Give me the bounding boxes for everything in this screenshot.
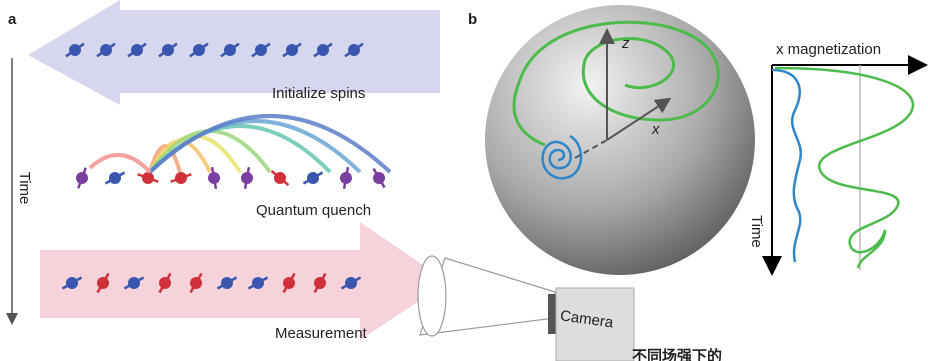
spin [274,172,286,184]
panel-label: b [468,11,477,28]
blue-curve [772,70,801,262]
spin [190,277,202,289]
step-label: Quantum quench [256,202,371,219]
axis-label: z [621,35,630,52]
camera-front [548,294,556,334]
spin [283,277,295,289]
axis-label: x [651,121,660,138]
panel-label: a [8,11,17,28]
step-label: Measurement [275,325,368,342]
spin [221,277,233,289]
spin [286,44,298,56]
spin [66,277,78,289]
spin [162,44,174,56]
spin [69,44,81,56]
spin [142,172,154,184]
spin [175,172,187,184]
spin [76,172,88,184]
time-label: Time [16,172,33,205]
arc [150,131,270,172]
spin [224,44,236,56]
spin [97,277,109,289]
spin [345,277,357,289]
spin [307,172,319,184]
spin [252,277,264,289]
lens [418,256,446,336]
spin [241,172,253,184]
step-label: Initialize spins [272,85,365,102]
spin [131,44,143,56]
spin [348,44,360,56]
arc [90,155,150,172]
spin [255,44,267,56]
spin [128,277,140,289]
spin [373,172,385,184]
caption: 不同场强下的 [632,347,722,361]
figure: a Time Initialize spins Quantum quench M… [0,0,928,361]
green-curve [775,68,913,252]
spin [159,277,171,289]
interaction-arcs [90,116,390,172]
spin [100,44,112,56]
spin [340,172,352,184]
spin [208,172,220,184]
plot-x-label: x magnetization [776,41,881,58]
spin [317,44,329,56]
plot-y-label: Time [748,215,765,248]
bloch-sphere [485,5,755,275]
arc [150,116,390,172]
spin [109,172,121,184]
spin [193,44,205,56]
spin [314,277,326,289]
